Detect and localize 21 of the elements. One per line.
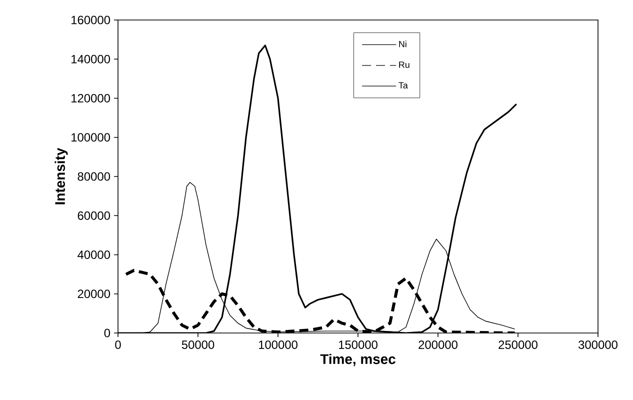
y-tick-label: 0 [104, 328, 110, 338]
y-axis-title: Intensity [54, 148, 68, 204]
x-tick-label: 100000 [258, 340, 298, 349]
y-tick-label: 40000 [78, 250, 110, 259]
x-tick-label: 150000 [338, 340, 378, 349]
y-tick-label: 80000 [78, 172, 110, 181]
x-tick-label: 50000 [182, 340, 214, 349]
x-tick-label: 250000 [498, 340, 538, 349]
x-tick-label: 200000 [418, 340, 458, 349]
y-tick-label: 160000 [72, 16, 110, 24]
y-tick-label: 20000 [78, 290, 110, 298]
legend-label: Ta [398, 82, 408, 89]
x-tick-label: 300000 [578, 340, 618, 349]
legend-label: Ni [399, 40, 406, 48]
y-tick-label: 140000 [72, 54, 110, 64]
legend-label: Ru [399, 62, 410, 68]
y-tick-label: 120000 [72, 94, 110, 102]
x-tick-label: 0 [115, 340, 121, 349]
y-tick-label: 100000 [72, 133, 110, 142]
y-tick-label: 60000 [78, 211, 110, 220]
x-axis-title: Time, msec [320, 354, 396, 366]
